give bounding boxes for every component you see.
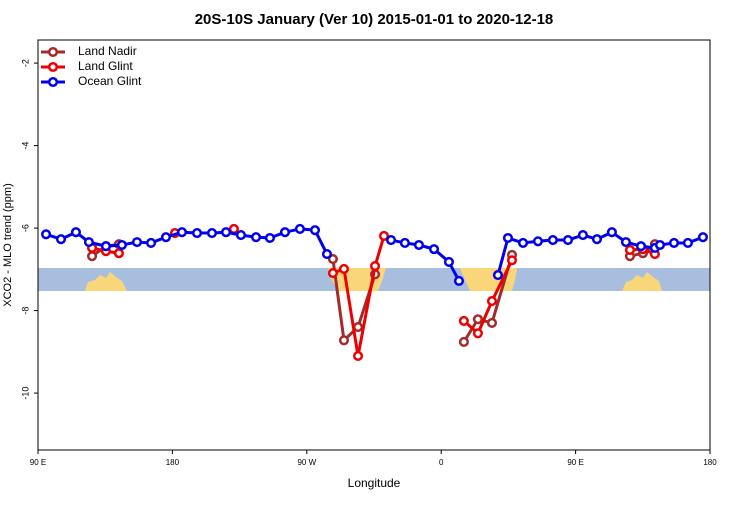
legend-label: Land Nadir bbox=[78, 44, 137, 58]
data-point bbox=[591, 234, 603, 245]
data-point bbox=[492, 270, 503, 281]
data-point bbox=[532, 236, 544, 247]
data-point bbox=[309, 225, 321, 236]
data-point bbox=[176, 227, 188, 238]
y-tick-label: -2 bbox=[20, 59, 30, 67]
legend-label: Ocean Glint bbox=[78, 74, 142, 88]
data-point bbox=[338, 263, 350, 274]
data-point bbox=[131, 237, 143, 248]
data-point bbox=[517, 237, 529, 248]
y-tick-label: -6 bbox=[20, 224, 30, 232]
data-point bbox=[160, 232, 172, 243]
x-tick-label: 0 bbox=[439, 458, 444, 467]
data-point bbox=[697, 232, 709, 243]
data-point bbox=[486, 296, 498, 307]
y-axis-label: XCO2 - MLO trend (ppm) bbox=[2, 183, 14, 306]
data-point bbox=[294, 223, 305, 234]
data-point bbox=[606, 227, 617, 238]
data-point bbox=[279, 227, 291, 238]
x-tick-label: 180 bbox=[703, 458, 717, 467]
data-point bbox=[385, 235, 397, 246]
y-tick-label: -4 bbox=[20, 142, 30, 150]
series-line bbox=[91, 242, 656, 343]
data-point bbox=[352, 322, 364, 333]
data-point bbox=[55, 234, 67, 245]
data-point bbox=[654, 239, 666, 251]
data-point bbox=[472, 314, 483, 325]
data-point bbox=[338, 335, 350, 346]
data-point bbox=[547, 235, 558, 246]
data-point bbox=[327, 253, 338, 265]
data-point bbox=[428, 244, 440, 255]
y-tick-label: -10 bbox=[20, 387, 30, 400]
data-point bbox=[620, 237, 631, 248]
x-tick-label: 90 W bbox=[297, 458, 316, 467]
data-point bbox=[70, 227, 81, 238]
data-point bbox=[113, 248, 124, 259]
data-point bbox=[413, 239, 424, 251]
series-group bbox=[87, 223, 660, 362]
data-point bbox=[321, 249, 333, 260]
data-point bbox=[191, 227, 203, 239]
series-group bbox=[87, 239, 660, 347]
data-point bbox=[206, 227, 218, 239]
series-group bbox=[41, 223, 709, 286]
data-point bbox=[235, 230, 246, 241]
data-point bbox=[378, 230, 390, 241]
legend-marker bbox=[47, 61, 59, 73]
data-point bbox=[399, 237, 410, 248]
x-tick-label: 90 E bbox=[567, 458, 583, 467]
data-point bbox=[506, 255, 518, 266]
data-point bbox=[502, 232, 514, 244]
data-point bbox=[369, 260, 381, 272]
data-point bbox=[562, 235, 574, 246]
data-point bbox=[250, 232, 262, 243]
series-line bbox=[91, 235, 656, 358]
data-point bbox=[228, 223, 239, 234]
plot-frame bbox=[37, 39, 711, 451]
chart-title: 20S-10S January (Ver 10) 2015-01-01 to 2… bbox=[195, 11, 554, 28]
x-axis-label: Longitude bbox=[348, 476, 401, 490]
data-point bbox=[458, 315, 469, 326]
data-point bbox=[41, 229, 52, 240]
y-tick-label: -8 bbox=[20, 307, 30, 315]
data-point bbox=[453, 275, 465, 286]
data-point bbox=[458, 336, 469, 347]
data-point bbox=[624, 244, 636, 255]
x-tick-label: 90 E bbox=[30, 458, 46, 467]
x-tick-label: 180 bbox=[166, 458, 180, 467]
data-point bbox=[682, 237, 693, 248]
legend-label: Land Glint bbox=[78, 59, 133, 73]
data-point bbox=[83, 237, 94, 248]
data-point bbox=[352, 350, 364, 362]
data-point bbox=[668, 237, 680, 248]
legend-marker bbox=[47, 46, 59, 58]
data-point bbox=[577, 230, 588, 241]
data-point bbox=[100, 241, 111, 252]
data-point bbox=[116, 239, 127, 251]
data-point bbox=[472, 328, 483, 339]
data-point bbox=[443, 256, 455, 267]
data-point bbox=[264, 232, 275, 244]
data-point bbox=[145, 237, 157, 248]
data-point bbox=[635, 241, 647, 252]
legend-marker bbox=[47, 76, 59, 88]
data-point bbox=[327, 267, 338, 279]
data-point bbox=[220, 227, 232, 238]
data-point bbox=[87, 251, 98, 262]
data-point bbox=[486, 317, 498, 329]
